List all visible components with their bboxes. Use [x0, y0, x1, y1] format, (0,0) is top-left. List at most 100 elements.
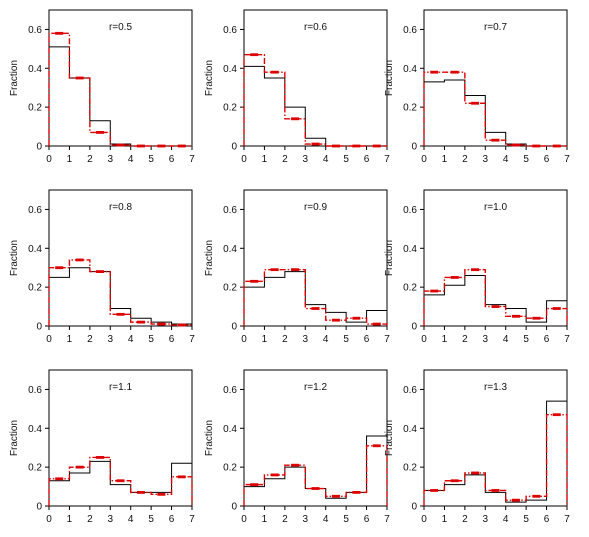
x-tick-label: 4: [128, 514, 134, 525]
x-tick-label: 1: [442, 514, 448, 525]
error-bar-marker: [471, 101, 480, 105]
y-tick-label: 0.6: [403, 205, 417, 216]
y-tick-label: 0.4: [28, 64, 42, 75]
panel-annotation: r=1.3: [484, 382, 508, 393]
x-tick-label: 3: [303, 334, 309, 345]
y-tick-label: 0.2: [28, 103, 42, 114]
error-bar-marker: [96, 456, 105, 459]
y-tick-label: 0.2: [223, 283, 237, 294]
x-tick-label: 3: [483, 334, 489, 345]
error-bar-marker: [116, 479, 125, 483]
y-axis-label: Fraction: [204, 60, 215, 96]
error-bar-marker: [311, 307, 320, 310]
x-tick-label: 5: [343, 514, 349, 525]
error-bar-marker: [136, 144, 145, 148]
black-solid-series: [423, 274, 568, 326]
x-tick-label: 7: [189, 154, 195, 165]
error-bar-marker: [352, 491, 361, 494]
error-bar-marker: [331, 144, 340, 148]
x-tick-label: 1: [67, 154, 73, 165]
black-solid-series: [243, 65, 387, 147]
red-dashed-series: [243, 445, 388, 506]
error-bar-marker: [352, 144, 361, 148]
x-tick-label: 5: [523, 154, 529, 165]
x-tick-label: 2: [462, 334, 468, 345]
histogram-panel: 0 1 2 3 4 5 6 7 0 0.2 0.4 0.6 Fraction r=1.2: [204, 369, 390, 525]
red-dashed-series: [48, 32, 192, 147]
error-bar-marker: [75, 258, 84, 262]
y-tick-label: 0.4: [223, 244, 237, 255]
error-bar-marker: [532, 494, 541, 498]
y-tick-label: 0.6: [403, 25, 417, 36]
black-solid-series: [48, 267, 193, 326]
x-tick-label: 0: [46, 514, 52, 525]
y-tick-label: 0.6: [223, 205, 237, 216]
error-bar-marker: [291, 117, 300, 121]
x-tick-label: 6: [364, 154, 370, 165]
error-bar-marker: [270, 70, 279, 74]
y-tick-label: 0.2: [223, 463, 237, 474]
error-bar-marker: [491, 138, 500, 142]
x-tick-label: 4: [503, 334, 509, 345]
x-tick-label: 0: [421, 514, 427, 525]
y-tick-label: 0: [36, 142, 42, 153]
y-tick-label: 0.6: [28, 25, 42, 36]
y-tick-label: 0.2: [28, 463, 42, 474]
error-bar-marker: [177, 475, 186, 479]
x-tick-label: 0: [421, 154, 427, 165]
y-tick-label: 0.4: [28, 244, 42, 255]
x-tick-label: 3: [108, 514, 114, 525]
y-tick-label: 0: [231, 322, 237, 333]
x-tick-label: 5: [523, 334, 529, 345]
error-bar-marker: [552, 144, 561, 148]
error-bar-marker: [491, 305, 500, 308]
x-tick-label: 2: [87, 334, 93, 345]
x-tick-label: 4: [128, 154, 134, 165]
black-solid-series: [243, 271, 388, 326]
error-bar-marker: [75, 76, 84, 80]
error-bar-marker: [430, 289, 439, 293]
x-tick-label: 1: [262, 154, 268, 165]
y-axis-label: Fraction: [204, 420, 215, 456]
x-tick-label: 5: [343, 154, 349, 165]
x-tick-label: 3: [483, 514, 489, 525]
plot-frame: [48, 369, 193, 507]
y-tick-label: 0.2: [403, 463, 417, 474]
x-tick-label: 2: [282, 154, 288, 165]
y-tick-label: 0.4: [403, 424, 417, 435]
panel-annotation: r=0.7: [484, 22, 508, 33]
error-bar-marker: [511, 314, 520, 318]
error-bar-marker: [291, 463, 300, 467]
x-tick-label: 5: [343, 334, 349, 345]
x-tick-label: 4: [323, 514, 329, 525]
error-bar-marker: [136, 491, 145, 494]
error-bar-marker: [157, 492, 166, 496]
plot-frame: [243, 189, 388, 327]
panel-annotation: r=1.0: [484, 202, 508, 213]
y-tick-label: 0.6: [403, 385, 417, 396]
x-tick-label: 1: [67, 334, 73, 345]
histogram-panel: 0 1 2 3 4 5 6 7 0 0.2 0.4 0.6 Fraction r=1.0: [384, 189, 570, 345]
error-bar-marker: [75, 465, 84, 469]
y-axis-label: Fraction: [204, 240, 215, 276]
x-tick-label: 3: [303, 514, 309, 525]
y-tick-label: 0: [411, 322, 417, 333]
x-tick-label: 1: [442, 334, 448, 345]
y-axis-label: Fraction: [9, 420, 20, 456]
y-tick-label: 0.2: [403, 283, 417, 294]
x-tick-label: 4: [323, 154, 329, 165]
error-bar-marker: [372, 444, 381, 448]
x-tick-label: 2: [462, 514, 468, 525]
y-tick-label: 0: [411, 502, 417, 513]
x-tick-label: 2: [87, 514, 93, 525]
y-axis-label: Fraction: [384, 240, 395, 276]
x-tick-label: 7: [564, 514, 570, 525]
x-tick-label: 6: [544, 514, 550, 525]
panel-annotation: r=0.8: [109, 202, 133, 213]
y-tick-label: 0.6: [28, 385, 42, 396]
x-tick-label: 3: [483, 154, 489, 165]
y-axis-label: Fraction: [384, 60, 395, 96]
x-tick-label: 2: [462, 154, 468, 165]
x-tick-label: 6: [169, 154, 175, 165]
